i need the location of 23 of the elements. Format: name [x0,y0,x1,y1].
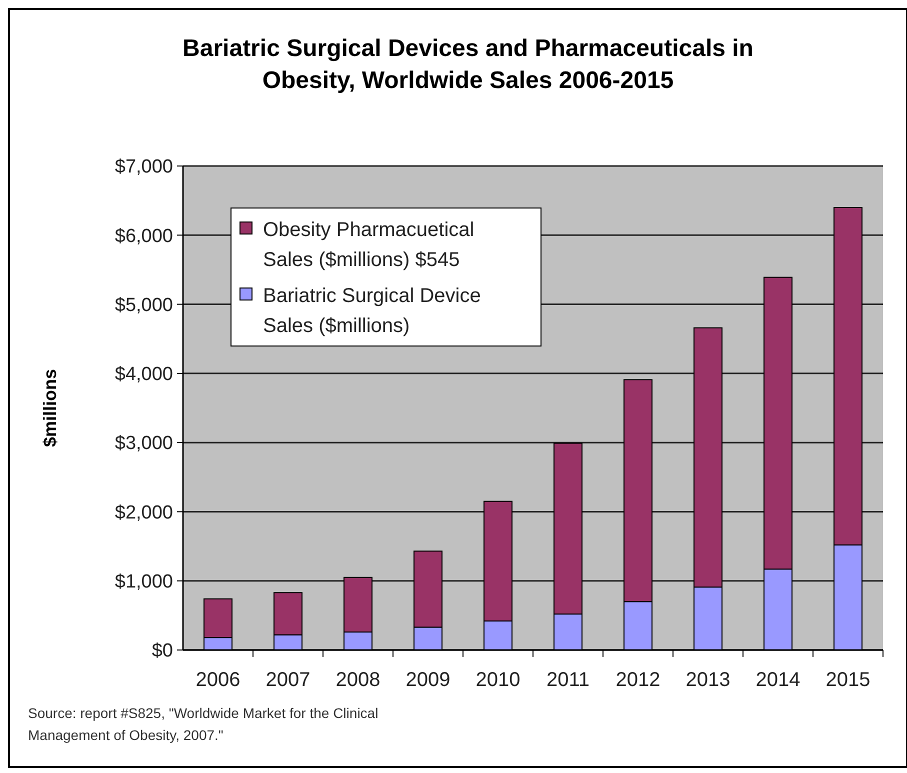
y-axis-title: $millions [40,368,60,448]
x-tick-label: 2011 [546,669,590,691]
y-tick-label: $3,000 [114,433,173,454]
x-tick-label: 2010 [476,669,520,691]
chart-title: Bariatric Surgical Devices and Pharmaceuticals in Obesity, Worldwide Sales 2006-2015 [182,35,754,94]
x-tick-label: 2015 [826,669,870,691]
legend-label: Bariatric Surgical Device Sales ($millions) [263,285,481,337]
y-tick-label: $7,000 [114,156,173,178]
x-tick-label: 2013 [686,669,730,691]
source-note: Source: report #S825, "Worldwide Market for the Clinical Management of Obesity, 2007." [28,705,378,743]
y-tick-label: $2,000 [114,502,173,524]
x-tick-label: 2012 [616,669,660,691]
x-tick-label: 2007 [266,669,310,691]
x-tick-label: 2008 [336,669,380,691]
y-tick-label: $4,000 [114,364,173,386]
y-tick-label: $5,000 [114,294,173,316]
y-tick-label: $0 [152,640,173,662]
x-tick-label: 2006 [196,669,240,691]
x-tick-label: 2009 [406,669,450,691]
y-tick-label: $1,000 [114,572,173,593]
y-tick-label: $6,000 [114,226,173,247]
legend-label: Obesity Pharmacuetical Sales ($millions) $545 [263,219,474,271]
x-tick-label: 2014 [756,669,800,691]
